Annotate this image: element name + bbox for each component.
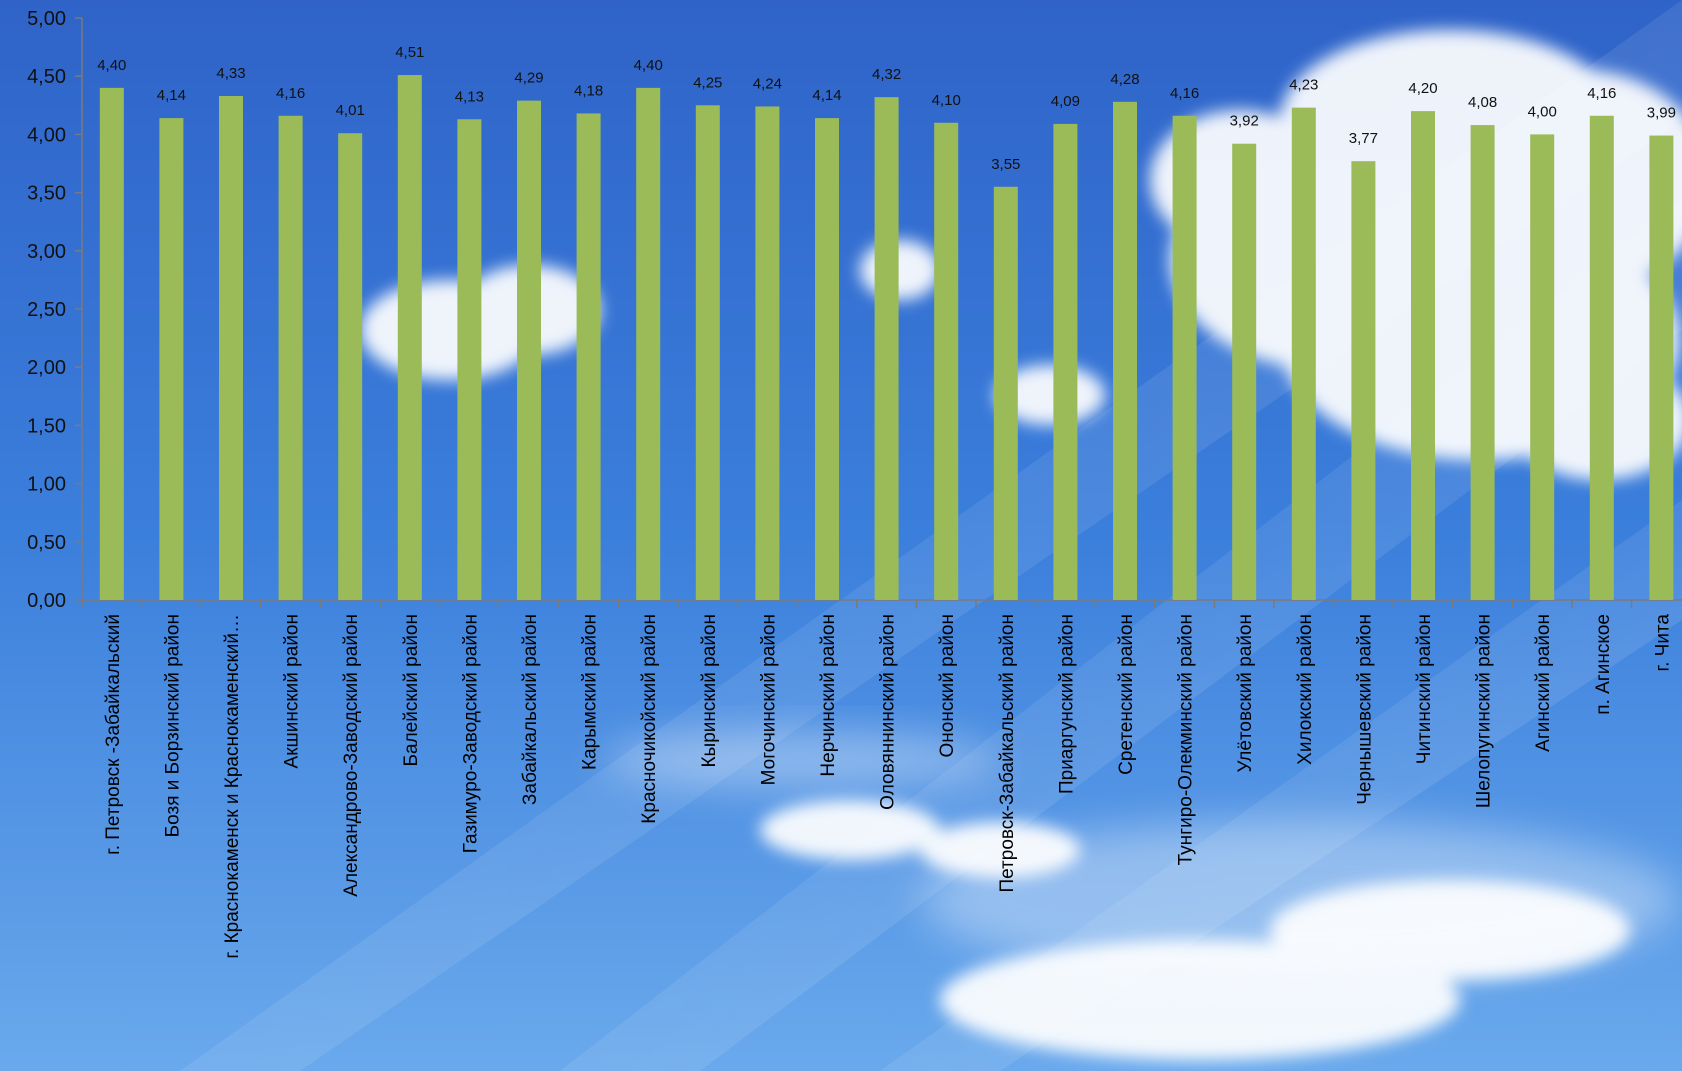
category-label: Оловяннинский район	[878, 614, 899, 810]
bar	[1411, 111, 1435, 601]
category-label: Газимуро-Заводский район	[460, 614, 481, 853]
category-label: Чернышевский район	[1354, 614, 1375, 805]
data-label: 4,23	[1289, 77, 1318, 94]
data-label: 4,18	[574, 82, 603, 99]
data-label: 4,20	[1408, 80, 1437, 97]
category-label: п. Агинское	[1593, 614, 1614, 715]
category-label: Шелопугинский район	[1474, 614, 1495, 808]
bar	[278, 115, 303, 600]
category-label: Читинский район	[1414, 614, 1435, 764]
data-label: 4,40	[97, 57, 126, 74]
y-axis: 0,00 0,50 1,00 1,50 2,00 2,50 3,00 3,50 4,00 4,50…	[27, 8, 83, 612]
bar	[517, 100, 541, 601]
y-tick-label: 5,00	[27, 8, 66, 30]
category-label: г. Краснокаменск и Краснокаменский…	[222, 614, 243, 959]
bar	[1291, 107, 1316, 601]
bar	[695, 105, 720, 601]
bar	[993, 186, 1018, 600]
data-label: 4,00	[1528, 103, 1557, 120]
y-tick-label: 1,00	[27, 474, 66, 496]
bar	[99, 87, 124, 601]
category-label: Петровск-Забайкальский район	[997, 614, 1018, 893]
data-label: 4,16	[276, 85, 305, 102]
category-label: г. Петровск -Забайкальский	[103, 614, 124, 855]
data-label: 4,40	[634, 57, 663, 74]
data-label: 4,32	[872, 66, 901, 83]
bar	[397, 75, 422, 600]
bar	[874, 97, 899, 600]
bar	[576, 113, 601, 600]
category-label: Приаргунский район	[1056, 614, 1077, 794]
data-label: 4,09	[1051, 93, 1080, 110]
data-label: 4,01	[336, 102, 365, 119]
category-label: Хилокский район	[1295, 614, 1316, 765]
bar	[1172, 115, 1197, 600]
category-label: Сретенский район	[1116, 614, 1137, 775]
data-label: 4,13	[455, 88, 484, 105]
data-label: 4,29	[514, 70, 543, 87]
data-label: 4,24	[753, 75, 782, 92]
bar	[1113, 101, 1137, 601]
data-label: 4,33	[216, 65, 245, 82]
category-label: Александрово-Заводский район	[341, 614, 362, 897]
category-label: Балейский район	[401, 614, 422, 766]
data-labels: 4,40 4,14 4,33 4,16 4,01 4,51 4,13 4,29 4,18 4,40…	[97, 44, 1676, 173]
data-label: 4,25	[693, 74, 722, 91]
x-axis	[81, 599, 1682, 608]
category-label: Бозя и Борзинский район	[162, 614, 183, 837]
bar	[755, 106, 780, 601]
category-label: Карымский район	[580, 614, 601, 770]
y-tick-label: 2,00	[27, 357, 66, 379]
bar	[159, 118, 184, 600]
data-label: 3,77	[1349, 130, 1378, 147]
y-tick-label: 1,50	[27, 415, 66, 437]
data-label: 4,28	[1110, 71, 1139, 88]
category-label: Красночикойский район	[639, 614, 660, 824]
bar	[1589, 115, 1614, 600]
data-label: 4,51	[395, 44, 424, 61]
bar	[457, 119, 482, 600]
category-label: Кыринский район	[699, 614, 720, 768]
y-tick-label: 0,00	[27, 590, 66, 612]
y-tick-label: 0,50	[27, 532, 66, 554]
bar	[1649, 135, 1674, 600]
category-label: Тунгиро-Олекминский район	[1176, 614, 1197, 865]
data-label: 4,08	[1468, 94, 1497, 111]
y-tick-label: 4,50	[27, 66, 66, 88]
bar	[1351, 161, 1376, 600]
bar	[219, 95, 243, 600]
category-label: Нерчинский район	[818, 614, 839, 777]
category-label: г. Чита	[1652, 614, 1673, 672]
category-label: Могочинский район	[758, 614, 779, 785]
bar	[1053, 123, 1078, 600]
category-label: Акшинский район	[282, 614, 303, 768]
data-label: 4,14	[812, 87, 841, 104]
data-label: 4,16	[1587, 85, 1616, 102]
category-label: Агинский район	[1533, 614, 1554, 752]
bar	[1470, 125, 1495, 600]
data-label: 4,16	[1170, 85, 1199, 102]
category-label: Улётовский район	[1235, 614, 1256, 773]
bar	[815, 118, 839, 600]
category-label: Ононский район	[937, 614, 958, 757]
bar	[338, 133, 363, 600]
data-label: 3,92	[1230, 113, 1259, 130]
category-labels: г. Петровск -Забайкальский Бозя и Борзинс…	[103, 614, 1674, 959]
category-label: Забайкальский район	[520, 614, 541, 805]
data-label: 3,55	[991, 156, 1020, 173]
y-tick-label: 4,00	[27, 124, 66, 146]
bar	[636, 87, 661, 601]
data-label: 4,10	[932, 92, 961, 109]
bar	[1232, 143, 1257, 600]
y-tick-label: 3,00	[27, 241, 66, 263]
y-tick-label: 3,50	[27, 183, 66, 205]
bar-series	[99, 75, 1674, 601]
bar	[1530, 134, 1555, 600]
data-label: 4,14	[157, 87, 186, 104]
data-label: 3,99	[1647, 105, 1676, 122]
y-tick-label: 2,50	[27, 299, 66, 321]
bar	[934, 122, 959, 600]
